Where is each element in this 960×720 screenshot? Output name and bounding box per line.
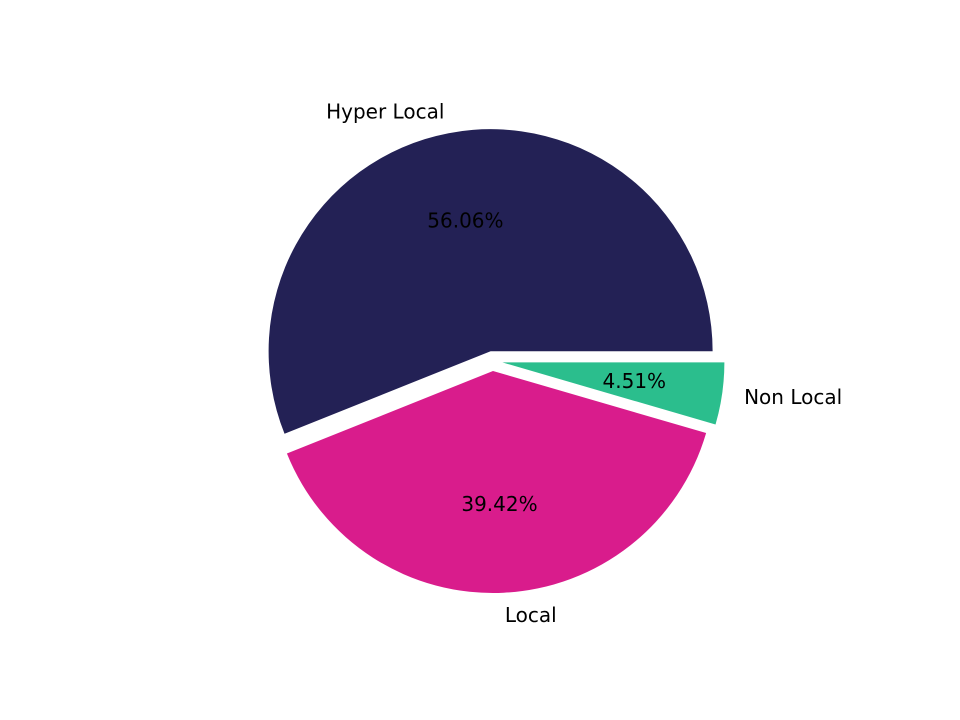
pie-slice-local <box>286 370 707 593</box>
pct-label-local: 39.42% <box>461 492 537 516</box>
pie-slice-non-local <box>502 362 725 425</box>
slice-label-hyper-local: Hyper Local <box>326 99 444 123</box>
pct-label-non-local: 4.51% <box>603 369 667 393</box>
slice-label-non-local: Non Local <box>744 385 842 409</box>
pct-label-hyper-local: 56.06% <box>427 208 503 232</box>
pie-slice-hyper-local <box>268 129 713 434</box>
slice-label-local: Local <box>505 603 557 627</box>
